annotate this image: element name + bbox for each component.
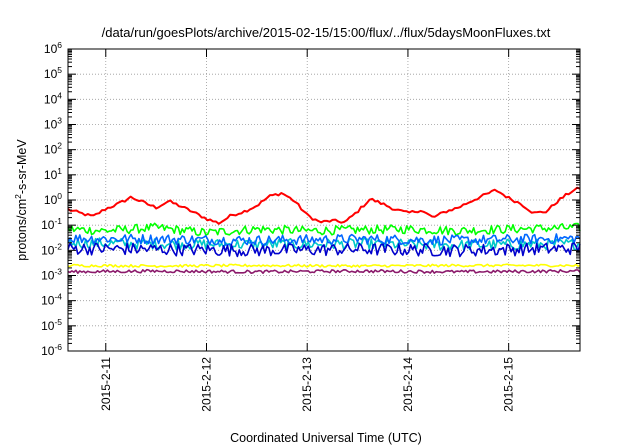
- y-tick-base: 10: [44, 92, 58, 106]
- y-tick-exp: -2: [54, 241, 62, 251]
- y-tick-label: 103: [44, 116, 62, 132]
- series-line: [67, 233, 581, 246]
- y-tick-exp: 5: [57, 65, 62, 75]
- y-tick-base: 10: [41, 243, 55, 257]
- y-tick-label: 10-4: [41, 292, 62, 308]
- y-tick-base: 10: [41, 319, 55, 333]
- y-tick-exp: -5: [54, 317, 62, 327]
- y-tick-base: 10: [41, 294, 55, 308]
- x-tick-label: 2015-2-11: [99, 357, 113, 411]
- y-tick-label: 10-5: [41, 317, 62, 333]
- y-tick-base: 10: [44, 67, 58, 81]
- y-tick-base: 10: [44, 42, 58, 56]
- y-tick-label: 105: [44, 65, 62, 81]
- y-tick-label: 10-6: [41, 342, 62, 358]
- data-series: [67, 186, 581, 274]
- y-tick-exp: 6: [57, 40, 62, 50]
- y-tick-base: 10: [44, 143, 58, 157]
- y-tick-label: 101: [44, 166, 62, 182]
- x-tick-label: 2015-2-15: [502, 357, 516, 412]
- y-tick-base: 10: [44, 193, 58, 207]
- plot-frame: [67, 48, 581, 352]
- y-axis-label: protons/cm2-s-sr-MeV: [13, 139, 29, 261]
- y-tick-label: 10-2: [41, 241, 62, 257]
- y-tick-exp: -6: [54, 342, 62, 352]
- x-tick-label: 2015-2-12: [199, 357, 213, 412]
- y-tick-base: 10: [41, 218, 55, 232]
- series-line: [67, 186, 581, 225]
- y-tick-base: 10: [44, 118, 58, 132]
- y-tick-exp: 1: [57, 166, 62, 176]
- y-tick-exp: -3: [54, 267, 62, 277]
- y-tick-exp: 0: [57, 191, 62, 201]
- y-tick-exp: 4: [57, 90, 62, 100]
- series-line: [67, 242, 581, 258]
- y-tick-labels: 10-610-510-410-310-210-11001011021031041…: [41, 40, 62, 358]
- y-tick-label: 102: [44, 141, 62, 157]
- series-line: [68, 263, 581, 268]
- x-tick-label: 2015-2-13: [300, 357, 314, 412]
- y-tick-base: 10: [41, 344, 55, 358]
- y-tick-label: 106: [44, 40, 62, 56]
- y-tick-label: 10-1: [41, 216, 62, 232]
- series-line: [67, 222, 581, 237]
- y-tick-label: 10-3: [41, 267, 62, 283]
- y-axis-label-exp: 2: [13, 194, 23, 199]
- y-axis-label-base: protons/cm: [15, 199, 29, 261]
- y-axis-label-rest: -s-sr-MeV: [15, 139, 29, 195]
- y-tick-exp: 2: [57, 141, 62, 151]
- series-line: [67, 268, 581, 274]
- x-tick-label: 2015-2-14: [401, 357, 415, 412]
- y-tick-exp: -4: [54, 292, 62, 302]
- gridlines: [68, 49, 580, 351]
- y-tick-label: 104: [44, 90, 62, 106]
- y-tick-base: 10: [44, 168, 58, 182]
- y-tick-exp: 3: [57, 116, 62, 126]
- y-tick-exp: -1: [54, 216, 62, 226]
- y-tick-base: 10: [41, 269, 55, 283]
- chart-title: /data/run/goesPlots/archive/2015-02-15/1…: [102, 25, 551, 40]
- x-axis-label: Coordinated Universal Time (UTC): [230, 431, 422, 445]
- y-tick-label: 100: [44, 191, 62, 207]
- x-tick-labels: 2015-2-11 2015-2-12 2015-2-13 2015-2-14 2015…: [99, 357, 516, 412]
